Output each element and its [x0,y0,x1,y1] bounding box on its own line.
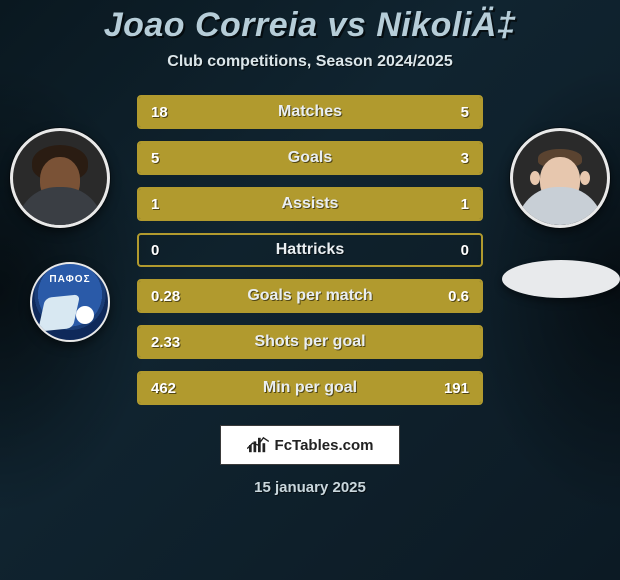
stat-value-left: 18 [139,104,199,121]
footer: FcTables.com 15 january 2025 [220,425,400,496]
card: Joao Correia vs NikoliÄ‡ Club competitio… [0,0,620,580]
brand-badge: FcTables.com [220,425,400,465]
player-avatar-left [10,128,110,228]
stat-label: Min per goal [199,379,421,397]
player-avatar-right [510,128,610,228]
stat-label: Assists [199,195,421,213]
stat-row: 462Min per goal191 [137,371,483,405]
stat-row: 5Goals3 [137,141,483,175]
stat-value-left: 0.28 [139,288,199,305]
stat-row: 1Assists1 [137,187,483,221]
stat-value-right: 0 [421,242,481,259]
stat-label: Hattricks [199,241,421,259]
stat-value-left: 2.33 [139,334,199,351]
brand-chart-icon [247,436,269,454]
stat-value-right: 191 [421,380,481,397]
stat-value-left: 462 [139,380,199,397]
club-badge-left: ΠΑΦΟΣ [30,262,110,342]
club-badge-text: ΠΑΦΟΣ [32,274,108,285]
stat-row: 0.28Goals per match0.6 [137,279,483,313]
date-text: 15 january 2025 [254,479,366,496]
stat-value-right: 3 [421,150,481,167]
stat-label: Goals [199,149,421,167]
stat-value-left: 5 [139,150,199,167]
brand-text: FcTables.com [275,437,374,454]
stat-label: Goals per match [199,287,421,305]
stat-label: Shots per goal [199,333,421,351]
stat-value-right: 0.6 [421,288,481,305]
stat-value-left: 0 [139,242,199,259]
stat-value-left: 1 [139,196,199,213]
stat-value-right: 1 [421,196,481,213]
stat-row: 2.33Shots per goal [137,325,483,359]
stat-value-right: 5 [421,104,481,121]
stat-row: 18Matches5 [137,95,483,129]
stats-table: 18Matches55Goals31Assists10Hattricks00.2… [137,95,483,405]
page-subtitle: Club competitions, Season 2024/2025 [167,53,452,71]
club-badge-right-placeholder [502,260,620,298]
stat-row: 0Hattricks0 [137,233,483,267]
stat-label: Matches [199,103,421,121]
page-title: Joao Correia vs NikoliÄ‡ [104,6,517,45]
